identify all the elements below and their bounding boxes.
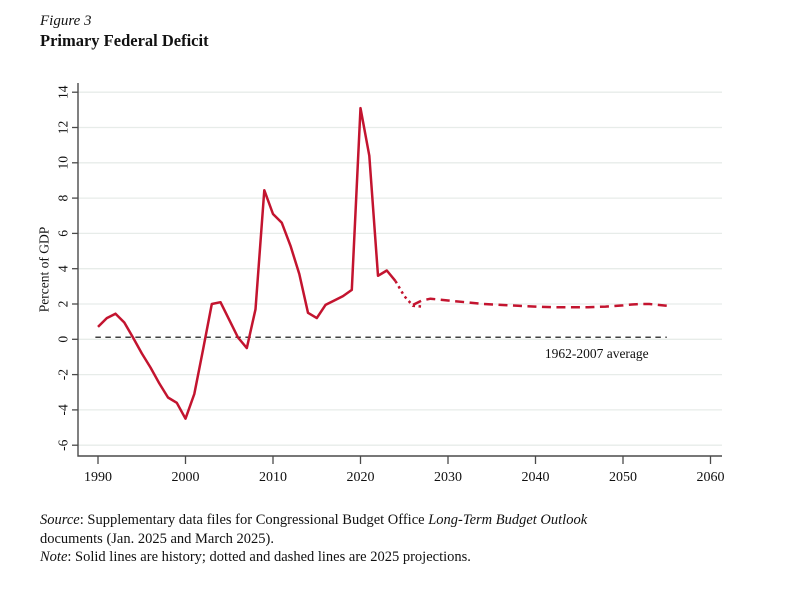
source-line-2: documents (Jan. 2025 and March 2025). <box>40 530 274 547</box>
ytick-label-0: 0 <box>56 336 71 343</box>
xtick-label-2030: 2030 <box>434 470 462 485</box>
ytick-label-4: 4 <box>56 265 71 272</box>
footer-notes: Source: Supplementary data files for Con… <box>40 511 770 567</box>
note-line: Note: Solid lines are history; dotted an… <box>40 548 770 567</box>
title-block: Figure 3 Primary Federal Deficit <box>40 12 209 51</box>
ytick-label-14: 14 <box>56 85 71 99</box>
series-history <box>97 106 397 420</box>
xtick-label-1990: 1990 <box>84 470 112 485</box>
axes <box>77 83 722 457</box>
ytick-label-8: 8 <box>56 194 71 201</box>
ytick-label--6: -6 <box>56 439 71 450</box>
source-text: : Supplementary data files for Congressi… <box>79 512 429 528</box>
ytick-label-12: 12 <box>56 121 71 135</box>
page-title: Primary Federal Deficit <box>40 31 209 50</box>
series-projection-2025-dashed <box>412 297 667 309</box>
xtick-label-2060: 2060 <box>697 470 725 485</box>
chart-area: 1962-2007 average -6 -4 -2 0 2 4 6 8 10 12 14 1990 20… <box>0 60 800 500</box>
note-word: Note <box>40 549 68 565</box>
ytick-label-6: 6 <box>56 230 71 237</box>
source-line-1: Source: Supplementary data files for Con… <box>40 511 770 530</box>
source-publication: Long-Term Budget Outlook <box>428 512 588 528</box>
ytick-label--4: -4 <box>56 404 71 415</box>
ytick-label-10: 10 <box>56 156 71 170</box>
deficit-line-chart: 1962-2007 average -6 -4 -2 0 2 4 6 8 10 12 14 1990 20… <box>37 83 725 485</box>
xtick-label-2010: 2010 <box>259 470 287 485</box>
xtick-label-2050: 2050 <box>609 470 637 485</box>
note-text: : Solid lines are history; dotted and da… <box>67 549 471 565</box>
xtick-label-2000: 2000 <box>172 470 200 485</box>
ytick-label-2: 2 <box>56 301 71 308</box>
xtick-label-2040: 2040 <box>522 470 550 485</box>
reference-average-label: 1962-2007 average <box>545 346 649 361</box>
xtick-label-2020: 2020 <box>347 470 375 485</box>
source-word: Source <box>40 512 80 528</box>
figure-label: Figure 3 <box>40 13 92 29</box>
y-axis-label: Percent of GDP <box>37 227 52 312</box>
ytick-label--2: -2 <box>56 369 71 380</box>
